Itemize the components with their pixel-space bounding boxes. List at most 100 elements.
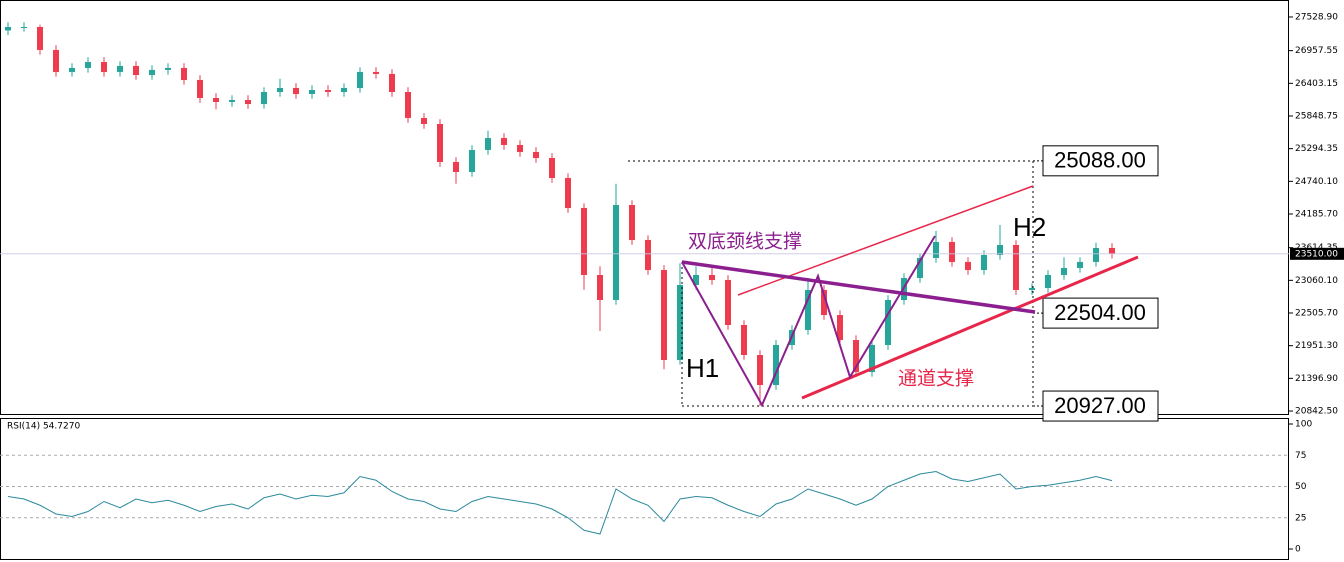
candle-body bbox=[229, 100, 235, 103]
candle-body bbox=[725, 279, 731, 326]
candle-body bbox=[837, 315, 843, 341]
candle-body bbox=[21, 26, 27, 28]
candle-body bbox=[805, 290, 811, 331]
candle-body bbox=[181, 67, 187, 80]
candle-body bbox=[949, 241, 955, 262]
candle-body bbox=[245, 100, 251, 105]
y-tick-label: 50 bbox=[1295, 482, 1307, 492]
candle-body bbox=[277, 87, 283, 92]
candle-body bbox=[1029, 288, 1035, 291]
candle-body bbox=[997, 244, 1003, 255]
candle-body bbox=[1093, 247, 1099, 262]
candle-body bbox=[165, 67, 171, 70]
candle-body bbox=[709, 274, 715, 280]
channel-lower bbox=[801, 255, 1139, 400]
level-label: 25088.00 bbox=[1054, 148, 1146, 173]
candle-body bbox=[117, 65, 123, 72]
candle-body bbox=[501, 138, 507, 145]
candle-body bbox=[101, 61, 107, 72]
candle-body bbox=[1045, 274, 1051, 289]
y-tick-label: 0 bbox=[1295, 545, 1301, 555]
candle-body bbox=[69, 67, 75, 72]
candle-body bbox=[581, 208, 587, 275]
y-tick-label: 20842.50 bbox=[1295, 407, 1338, 417]
candle-body bbox=[5, 26, 11, 31]
annotation: 通道支撑 bbox=[898, 368, 974, 390]
w-pattern bbox=[681, 235, 936, 408]
candle-body bbox=[869, 344, 875, 373]
candle-body bbox=[485, 138, 491, 150]
candle-body bbox=[645, 240, 651, 271]
current-price-label: 23510.00 bbox=[1295, 249, 1338, 259]
candle-body bbox=[661, 270, 667, 361]
candle-body bbox=[773, 344, 779, 386]
candle-body bbox=[549, 157, 555, 179]
annotation: 双底颈线支撑 bbox=[688, 231, 802, 253]
y-tick-label: 21951.30 bbox=[1295, 341, 1338, 351]
candle-body bbox=[613, 205, 619, 301]
annotation: H1 bbox=[686, 353, 719, 383]
candle-body bbox=[1109, 247, 1115, 254]
candle-body bbox=[629, 205, 635, 241]
candle-body bbox=[197, 79, 203, 99]
y-tick-label: 25 bbox=[1295, 513, 1306, 523]
candle-body bbox=[885, 300, 891, 345]
candle-body bbox=[421, 117, 427, 124]
y-tick-label: 26403.15 bbox=[1295, 79, 1338, 89]
candle-body bbox=[965, 261, 971, 271]
candle-body bbox=[85, 61, 91, 68]
candle-body bbox=[389, 73, 395, 92]
candle-body bbox=[405, 91, 411, 118]
candle-body bbox=[357, 71, 363, 88]
level-box bbox=[1042, 390, 1159, 422]
candle-body bbox=[293, 87, 299, 94]
rsi-title: RSI(14) 54.7270 bbox=[7, 422, 80, 432]
level-box bbox=[1042, 145, 1159, 177]
candle-body bbox=[677, 284, 683, 361]
y-tick-label: 26957.55 bbox=[1295, 46, 1338, 56]
level-label: 20927.00 bbox=[1054, 393, 1146, 418]
candle-body bbox=[1077, 261, 1083, 268]
candle-body bbox=[821, 290, 827, 316]
annotation: H2 bbox=[1013, 212, 1046, 242]
candle-body bbox=[565, 178, 571, 209]
y-tick-label: 21396.90 bbox=[1295, 374, 1338, 384]
candle-body bbox=[453, 162, 459, 173]
y-tick-label: 27528.90 bbox=[1295, 12, 1338, 22]
candle-body bbox=[309, 89, 315, 94]
candle-body bbox=[213, 98, 219, 103]
level-box bbox=[1042, 297, 1159, 329]
y-tick-label: 100 bbox=[1295, 420, 1312, 430]
y-tick-label: 23060.10 bbox=[1295, 276, 1338, 286]
rsi-panel bbox=[0, 418, 1289, 560]
candle-body bbox=[261, 91, 267, 105]
candle-body bbox=[533, 151, 539, 158]
candle-body bbox=[741, 325, 747, 356]
candle-body bbox=[1061, 267, 1067, 275]
candle-body bbox=[693, 274, 699, 285]
y-tick-label: 22505.70 bbox=[1295, 309, 1338, 319]
candle-body bbox=[469, 149, 475, 173]
candle-body bbox=[757, 355, 763, 386]
y-tick-label: 25848.75 bbox=[1295, 111, 1338, 121]
candle-body bbox=[517, 144, 523, 152]
candle-body bbox=[325, 89, 331, 92]
rsi-line bbox=[7, 470, 1113, 535]
candle-body bbox=[853, 340, 859, 373]
current-price-box bbox=[1290, 247, 1344, 260]
candle-body bbox=[917, 258, 923, 278]
candle-body bbox=[149, 69, 155, 76]
price-panel bbox=[0, 0, 1289, 415]
candle-body bbox=[437, 123, 443, 163]
candle-body bbox=[373, 71, 379, 74]
candle-body bbox=[597, 274, 603, 301]
y-tick-label: 75 bbox=[1295, 451, 1306, 461]
candle-body bbox=[981, 254, 987, 271]
neckline bbox=[681, 260, 1036, 314]
candle-body bbox=[133, 65, 139, 76]
y-tick-label: 24185.70 bbox=[1295, 210, 1338, 220]
drawings bbox=[628, 160, 1139, 408]
candle-body bbox=[933, 241, 939, 259]
y-tick-label: 24740.10 bbox=[1295, 177, 1338, 187]
